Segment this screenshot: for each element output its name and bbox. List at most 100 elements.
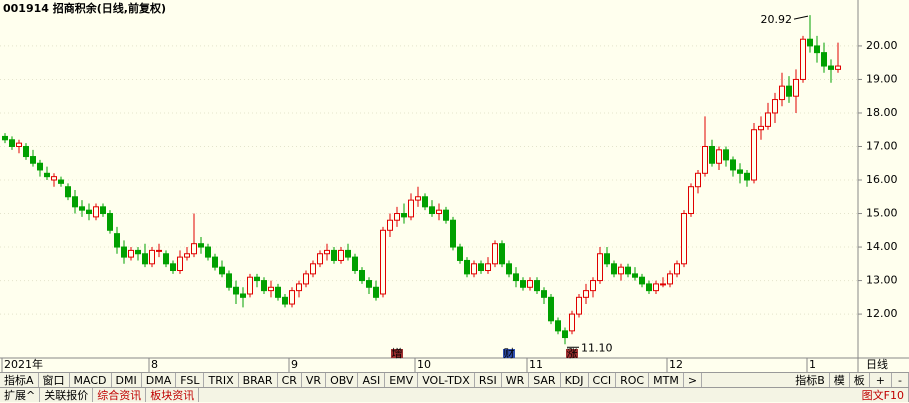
candle-body — [219, 266, 225, 275]
tab[interactable]: - — [892, 373, 909, 387]
candle-body — [338, 249, 344, 261]
candle-body — [296, 283, 302, 292]
tab[interactable]: 综合资讯 — [93, 388, 147, 402]
tab[interactable]: MTM — [649, 373, 684, 387]
tab[interactable]: SAR — [529, 373, 561, 387]
tab[interactable]: CCI — [589, 373, 617, 387]
y-tick-label: 15.00 — [866, 207, 898, 220]
tab[interactable]: 模 — [830, 373, 850, 387]
candle-body — [191, 243, 197, 255]
y-tick-label: 14.00 — [866, 240, 898, 253]
candle-body — [443, 209, 449, 221]
x-tick-label: 12 — [669, 358, 683, 371]
candle-body — [604, 253, 610, 265]
candle-body — [72, 196, 78, 208]
tab[interactable]: DMI — [112, 373, 142, 387]
tab[interactable]: 窗口 — [39, 373, 70, 387]
candle-body — [58, 179, 64, 184]
candle-body — [177, 256, 183, 272]
tab[interactable]: VOL-TDX — [418, 373, 475, 387]
candle-body — [212, 256, 218, 268]
candle-body — [79, 206, 85, 211]
tab[interactable]: EMV — [385, 373, 419, 387]
candle-body — [65, 186, 71, 198]
candle-body — [387, 219, 393, 231]
candle-body — [800, 38, 806, 80]
candle-body — [359, 270, 365, 282]
candle-body — [653, 283, 659, 292]
candle-body — [723, 149, 729, 161]
tab[interactable]: 指标B — [791, 373, 830, 387]
candle-body — [436, 209, 442, 215]
candle-body — [121, 246, 127, 258]
candle-body — [401, 213, 407, 218]
tab[interactable]: MACD — [70, 373, 112, 387]
candle-body — [142, 253, 148, 265]
annotation-arrow — [793, 15, 809, 20]
y-tick-label: 17.00 — [866, 139, 898, 152]
candle-body — [674, 263, 680, 275]
y-tick-label: 19.00 — [866, 72, 898, 85]
tab[interactable]: KDJ — [561, 373, 589, 387]
candle-body — [478, 263, 484, 272]
y-tick-label: 13.00 — [866, 274, 898, 287]
tab[interactable]: > — [684, 373, 703, 387]
candle-body — [457, 246, 463, 261]
tab[interactable]: OBV — [326, 373, 359, 387]
tab[interactable]: 板块资讯 — [146, 388, 200, 402]
candle-body — [520, 280, 526, 288]
tab[interactable]: 指标A — [0, 373, 39, 387]
candle-body — [506, 263, 512, 275]
candle-body — [765, 112, 771, 127]
candle-body — [415, 196, 421, 201]
tab[interactable]: RSI — [475, 373, 502, 387]
candle-body — [464, 259, 470, 275]
tab[interactable]: TRIX — [204, 373, 239, 387]
candle-body — [485, 263, 491, 272]
candle-body — [471, 263, 477, 275]
candle-body — [450, 219, 456, 248]
tab[interactable]: 扩展^ — [0, 388, 41, 402]
annotation: 20.92 — [761, 13, 793, 26]
candle-body — [422, 196, 428, 208]
candle-body — [23, 145, 29, 158]
event-marker-box — [391, 349, 403, 358]
candle-body — [16, 142, 22, 147]
tab[interactable]: ASI — [358, 373, 386, 387]
tab[interactable]: BRAR — [239, 373, 278, 387]
tab[interactable]: 关联报价 — [40, 388, 94, 402]
candle-body — [310, 263, 316, 275]
candle-body — [618, 266, 624, 275]
bottom-toolbar: 扩展^ 关联报价 综合资讯 板块资讯 图文F10 — [0, 387, 909, 402]
tab[interactable]: VR — [302, 373, 327, 387]
candle-body — [779, 85, 785, 101]
tab[interactable]: ROC — [616, 373, 650, 387]
tab[interactable]: + — [870, 373, 893, 387]
candle-body — [254, 276, 260, 282]
chart: 001914 招商积余(日线,前复权) 日线 12.00 13.00 14.00 15… — [0, 0, 909, 372]
tab[interactable]: FSL — [176, 373, 205, 387]
candle-body — [590, 280, 596, 292]
candle-body — [149, 249, 155, 265]
candle-body — [821, 52, 827, 67]
candle-body — [492, 243, 498, 265]
candle-body — [380, 229, 386, 295]
tab[interactable]: DMA — [142, 373, 177, 387]
candle-body — [289, 290, 295, 305]
spacer — [702, 373, 791, 387]
candle-body — [30, 156, 36, 164]
x-tick-label: 1 — [809, 358, 816, 371]
tab[interactable]: 板 — [850, 373, 870, 387]
candle-body — [331, 249, 337, 261]
candle-body — [814, 45, 820, 54]
tab[interactable]: 图文F10 — [858, 388, 909, 402]
tab[interactable]: WR — [502, 373, 530, 387]
candle-body — [835, 65, 841, 70]
x-tick-label: 10 — [417, 358, 431, 371]
tab[interactable]: CR — [278, 373, 302, 387]
x-tick-label: 2021年 — [4, 357, 43, 371]
candle-body — [170, 263, 176, 272]
candle-body — [205, 246, 211, 258]
event-marker: 财 — [504, 346, 515, 360]
